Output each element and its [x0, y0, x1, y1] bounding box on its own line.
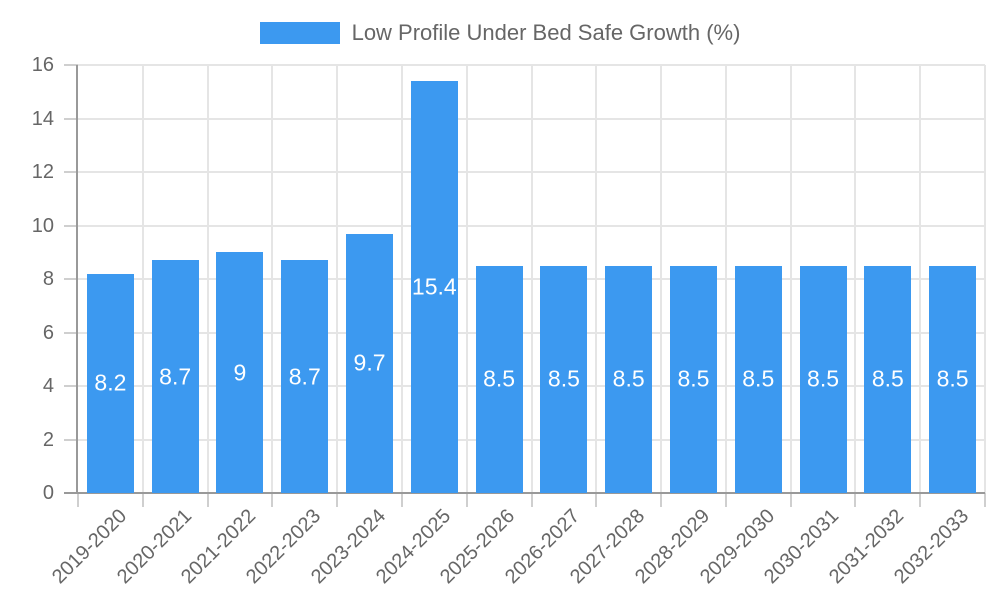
x-tick: [271, 493, 274, 507]
x-gridline: [336, 65, 339, 493]
y-tick: [64, 64, 78, 66]
legend-item[interactable]: Low Profile Under Bed Safe Growth (%): [259, 20, 741, 46]
x-gridline: [854, 65, 857, 493]
y-tick-label: 14: [31, 107, 54, 130]
x-gridline: [660, 65, 663, 493]
y-tick-label: 2: [42, 428, 54, 451]
y-tick-label: 6: [42, 321, 54, 344]
y-tick: [64, 117, 78, 120]
legend-label: Low Profile Under Bed Safe Growth (%): [351, 20, 741, 45]
x-axis-line: [64, 492, 985, 494]
x-tick: [595, 493, 598, 507]
bar-value-label: 8.5: [871, 365, 904, 392]
bar-value-label: 8.5: [547, 365, 580, 392]
y-tick-label: 16: [31, 54, 54, 76]
y-tick-label: 0: [42, 482, 54, 504]
x-tick: [724, 493, 727, 507]
x-gridline: [271, 65, 274, 493]
x-tick: [141, 493, 144, 507]
x-gridline: [984, 65, 986, 493]
bar[interactable]: 15.4: [410, 81, 458, 493]
legend-color-swatch: [259, 22, 340, 44]
bar[interactable]: 9.7: [346, 233, 394, 493]
bar[interactable]: 8.5: [734, 265, 782, 493]
bar[interactable]: 8.7: [281, 260, 329, 493]
bar-value-label: 8.2: [94, 369, 127, 396]
bar[interactable]: 8.7: [151, 260, 199, 493]
bar-value-label: 15.4: [411, 273, 457, 300]
plot-area: 8.2 2019-2020 8.7 2020-2021 9 2021-2022 8.7 202…: [48, 64, 986, 588]
bar-value-label: 8.7: [159, 363, 192, 390]
bar-value-label: 8.7: [288, 363, 321, 390]
y-tick: [64, 278, 78, 280]
bar-value-label: 8.5: [677, 365, 710, 392]
y-tick: [64, 224, 78, 227]
x-gridline: [789, 65, 792, 493]
x-tick: [77, 493, 79, 507]
y-tick: [64, 171, 78, 173]
bar-value-label: 8.5: [807, 365, 840, 392]
y-tick-label: 8: [42, 268, 54, 290]
bar[interactable]: 8.5: [605, 265, 653, 493]
y-tick-label: 10: [31, 214, 54, 237]
x-tick: [530, 493, 533, 507]
bar[interactable]: 8.5: [475, 265, 523, 493]
bar[interactable]: 8.5: [929, 265, 977, 493]
bar[interactable]: 8.5: [799, 265, 847, 493]
x-tick: [336, 493, 339, 507]
bar-value-label: 9: [233, 359, 247, 386]
y-tick-label: 12: [31, 161, 54, 183]
bar[interactable]: 9: [216, 252, 264, 493]
bar[interactable]: 8.5: [864, 265, 912, 493]
x-tick: [919, 493, 922, 507]
bar[interactable]: 8.5: [669, 265, 717, 493]
x-gridline: [400, 65, 403, 493]
x-gridline: [141, 65, 144, 493]
x-tick: [206, 493, 209, 507]
x-tick: [400, 493, 403, 507]
bar-value-label: 9.7: [353, 349, 386, 376]
x-tick: [660, 493, 663, 507]
y-axis-line: [76, 65, 78, 493]
y-tick: [64, 385, 78, 387]
bar-value-label: 8.5: [936, 365, 969, 392]
bar-value-label: 8.5: [612, 365, 645, 392]
x-gridline: [595, 65, 598, 493]
bar[interactable]: 8.2: [86, 273, 134, 493]
y-tick: [64, 331, 78, 334]
x-gridline: [530, 65, 533, 493]
x-tick: [789, 493, 792, 507]
x-tick: [984, 493, 986, 507]
bar-value-label: 8.5: [742, 365, 775, 392]
bar[interactable]: 8.5: [540, 265, 588, 493]
y-tick: [64, 438, 78, 441]
x-gridline: [465, 65, 468, 493]
chart-legend: Low Profile Under Bed Safe Growth (%): [0, 20, 1000, 46]
bar-value-label: 8.5: [483, 365, 516, 392]
x-tick: [854, 493, 857, 507]
x-gridline: [206, 65, 209, 493]
x-gridline: [919, 65, 922, 493]
y-tick-label: 4: [42, 375, 54, 397]
x-gridline: [724, 65, 727, 493]
x-tick: [465, 493, 468, 507]
